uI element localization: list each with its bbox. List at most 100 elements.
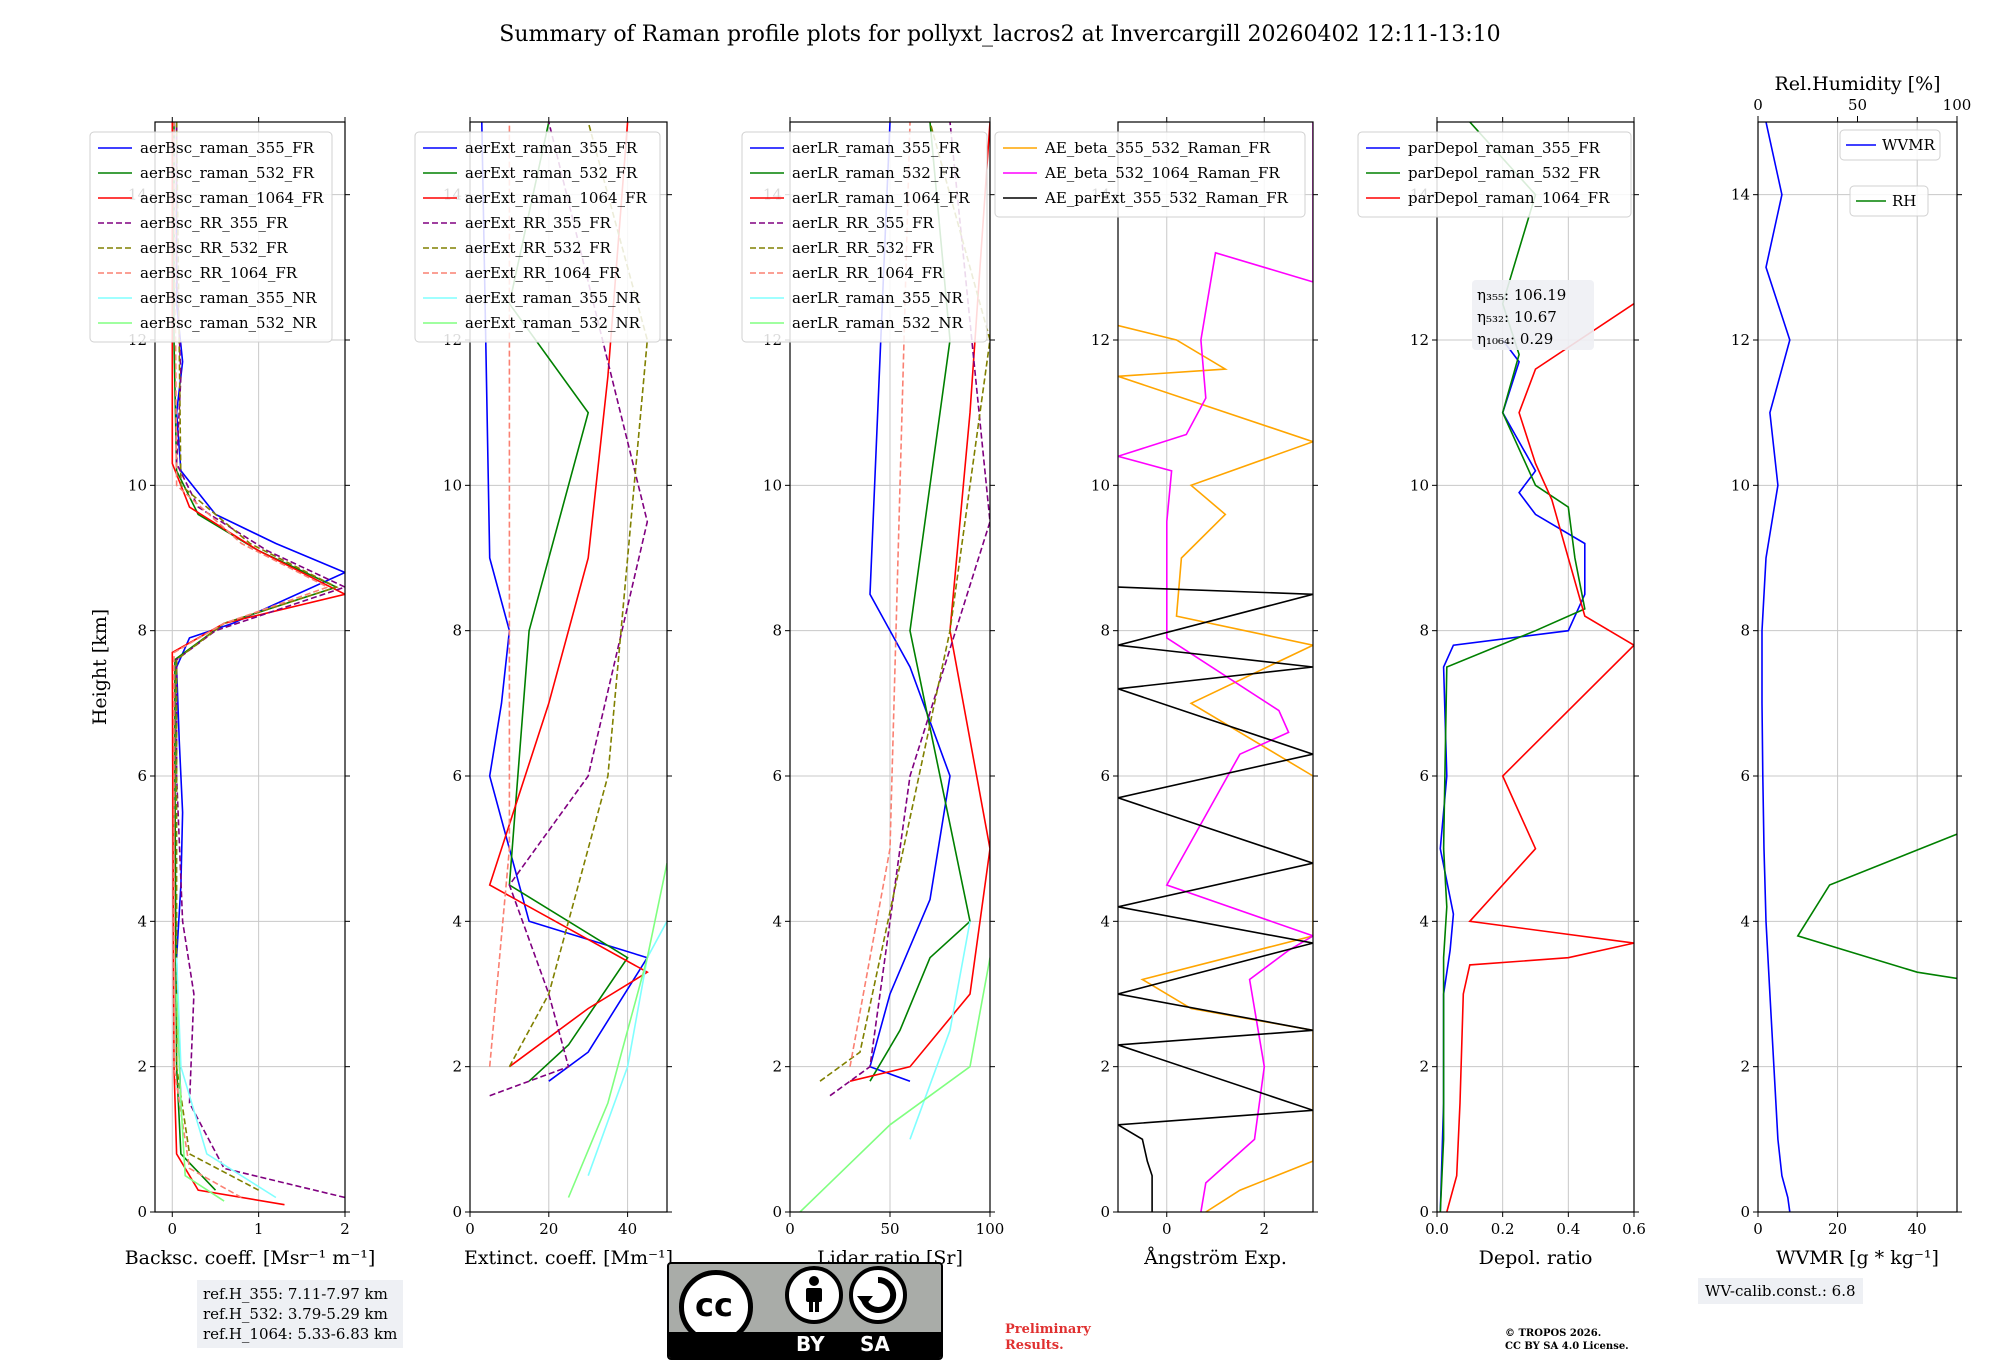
legend-box <box>1357 131 1632 218</box>
cc-by-sa-logo[interactable]: cc BY SA <box>667 1262 943 1360</box>
sa-label: SA <box>860 1332 890 1356</box>
x2-tick-label: 0 <box>1753 96 1763 114</box>
y-tick-label: 10 <box>443 476 462 494</box>
legend-label: aerExt_raman_532_FR <box>465 164 638 182</box>
y-tick-label: 2 <box>1419 1058 1429 1076</box>
y-tick-label: 4 <box>452 912 462 930</box>
y-tick-label: 0 <box>1100 1203 1110 1221</box>
series-line-RH <box>1796 833 1957 980</box>
legend-label: parDepol_raman_532_FR <box>1408 164 1601 182</box>
series-line-aerLR_raman_355_FR <box>869 122 951 1082</box>
legend-label: WVMR <box>1882 136 1936 154</box>
legend-label: RH <box>1892 192 1916 210</box>
series-line-aerLR_raman_355_NR <box>909 921 971 1140</box>
x-tick-label: 0 <box>1753 1220 1763 1238</box>
preliminary-note: Preliminary Results. <box>1005 1322 1091 1354</box>
legend-label: aerBsc_raman_532_FR <box>140 164 315 182</box>
legend-label: aerBsc_raman_355_NR <box>140 289 317 307</box>
series-line-aerBsc_RR_1064_FR <box>173 122 330 1199</box>
chart-panel-ae: 0246810121402Ångström Exp.AE_beta_355_53… <box>994 117 1318 1269</box>
x-tick-label: 0.0 <box>1425 1220 1449 1238</box>
series-line-parDepol_raman_355_FR <box>1439 339 1586 1212</box>
legend-label: aerExt_RR_1064_FR <box>465 264 621 282</box>
cc-icon: cc <box>679 1270 753 1344</box>
legend-box <box>994 131 1306 218</box>
legend-label: aerBsc_raman_532_NR <box>140 314 317 332</box>
y-tick-label: 4 <box>1100 912 1110 930</box>
legend-label: aerExt_raman_1064_FR <box>465 189 647 207</box>
x-tick-label: 0.4 <box>1556 1220 1580 1238</box>
legend-label: aerBsc_RR_355_FR <box>140 214 288 232</box>
x-tick-label: 50 <box>880 1220 899 1238</box>
x-axis-label: Ångström Exp. <box>1143 1247 1287 1269</box>
legend-label: aerExt_raman_355_NR <box>465 289 641 307</box>
y-tick-label: 6 <box>452 767 462 785</box>
series-line-AE_beta_355_532_Raman_FR <box>1118 324 1313 1212</box>
x-axis-label: Depol. ratio <box>1479 1247 1593 1269</box>
x-axis-label: Backsc. coeff. [Msr⁻¹ m⁻¹] <box>125 1247 376 1269</box>
legend-box <box>89 131 333 343</box>
annotation-text: η₃₅₅: 106.19 <box>1477 286 1566 304</box>
series-line-aerExt_raman_355_NR <box>587 920 667 1176</box>
legend-label: aerLR_raman_355_NR <box>792 289 963 307</box>
x2-tick-label: 100 <box>1943 96 1972 114</box>
chart-panel-ext: 0246810121402040Extinct. coeff. [Mm⁻¹]ae… <box>414 117 673 1269</box>
plot-frame <box>1117 121 1314 1213</box>
chart-panel-bsc: 02468101214012Backsc. coeff. [Msr⁻¹ m⁻¹]… <box>89 117 375 1269</box>
y-tick-label: 8 <box>137 622 147 640</box>
y-tick-label: 2 <box>772 1058 782 1076</box>
y-tick-label: 0 <box>1740 1203 1750 1221</box>
y-tick-label: 10 <box>1410 476 1429 494</box>
x-tick-label: 20 <box>539 1220 558 1238</box>
legend-label: AE_beta_532_1064_Raman_FR <box>1044 164 1280 182</box>
x-tick-label: 40 <box>1908 1220 1927 1238</box>
series-line-parDepol_raman_1064_FR <box>1446 303 1634 1212</box>
series-line-AE_parExt_355_532_Raman_FR <box>1118 586 1313 1212</box>
y-tick-label: 14 <box>1731 186 1750 204</box>
legend-label: aerLR_raman_355_FR <box>792 139 961 157</box>
series-group <box>1118 122 1313 1212</box>
by-label: BY <box>796 1332 825 1356</box>
y-tick-label: 8 <box>772 622 782 640</box>
y-tick-label: 12 <box>1091 331 1110 349</box>
legend-label: aerLR_raman_532_NR <box>792 314 963 332</box>
series-line-AE_beta_532_1064_Raman_FR <box>1118 122 1313 1212</box>
cc-text: cc <box>695 1286 733 1324</box>
series-line-aerLR_RR_355_FR <box>829 122 990 1097</box>
x2-tick-label: 50 <box>1848 96 1867 114</box>
series-line-aerBsc_raman_355_FR <box>175 122 345 1104</box>
x-axis-label: Extinct. coeff. [Mm⁻¹] <box>464 1247 673 1269</box>
copyright-line-1: © TROPOS 2026. <box>1505 1328 1602 1339</box>
y-tick-label: 6 <box>1100 767 1110 785</box>
series-group <box>171 122 345 1206</box>
legend-label: aerExt_RR_532_FR <box>465 239 612 257</box>
legend-label: aerExt_raman_532_NR <box>465 314 641 332</box>
legend-label: aerBsc_raman_355_FR <box>140 139 315 157</box>
ref-height-532: ref.H_532: 3.79-5.29 km <box>203 1305 388 1323</box>
x-tick-label: 0.6 <box>1622 1220 1646 1238</box>
x-tick-label: 2 <box>1259 1220 1269 1238</box>
y-tick-label: 0 <box>1419 1203 1429 1221</box>
x-tick-label: 0 <box>1162 1220 1172 1238</box>
plot-frame <box>1436 121 1635 1213</box>
series-line-aerLR_raman_532_NR <box>799 957 990 1212</box>
x-tick-label: 2 <box>340 1220 350 1238</box>
series-line-aerExt_RR_355_FR <box>489 122 649 1097</box>
copyright-note: © TROPOS 2026. CC BY SA 4.0 License. <box>1505 1327 1629 1353</box>
y-tick-label: 8 <box>452 622 462 640</box>
series-group <box>1761 122 1957 1212</box>
copyright-line-2: CC BY SA 4.0 License. <box>1505 1341 1629 1352</box>
chart-panel-wv: 0 2 4 6 8 10 12 14 0 20 40 WVMR [g * kg⁻¹] 0 50 100Rel… <box>1731 73 1972 1269</box>
y-tick-label: 8 <box>1419 622 1429 640</box>
x-tick-label: 100 <box>976 1220 1005 1238</box>
x-tick-label: 40 <box>618 1220 637 1238</box>
x-tick-label: 0.2 <box>1491 1220 1515 1238</box>
plot-frame <box>154 121 346 1213</box>
x-tick-label: 0 <box>167 1220 177 1238</box>
y-tick-label: 0 <box>772 1203 782 1221</box>
plot-frame <box>1757 121 1958 1213</box>
legend-label: aerBsc_RR_532_FR <box>140 239 288 257</box>
x-tick-label: 0 <box>785 1220 795 1238</box>
y-tick-label: 2 <box>137 1058 147 1076</box>
